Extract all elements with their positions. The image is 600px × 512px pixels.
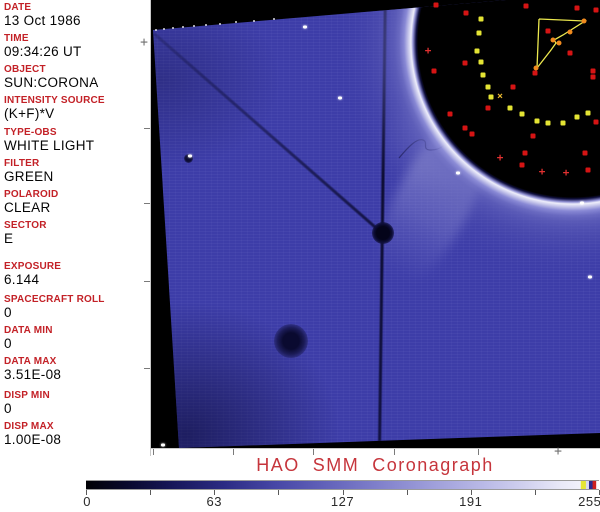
- field-exposure: EXPOSURE 6.144: [4, 261, 61, 287]
- field-value: 1.00E-08: [4, 432, 62, 447]
- axis-tick: [144, 203, 150, 204]
- axis-tick: [144, 281, 150, 282]
- colorbar-tick-label: 0: [83, 494, 92, 509]
- field-value: 6.144: [4, 272, 40, 287]
- occulting-disk: [153, 0, 600, 448]
- field-label: INTENSITY SOURCE: [4, 95, 105, 106]
- field-object: OBJECT SUN:CORONA: [4, 64, 99, 90]
- field-sector: SECTOR E: [4, 220, 47, 246]
- field-label: DATA MAX: [4, 356, 57, 367]
- field-value: 13 Oct 1986: [4, 13, 81, 28]
- colorbar-tick-label: 63: [206, 494, 222, 509]
- field-value: E: [4, 231, 14, 246]
- field-value: 3.51E-08: [4, 367, 62, 382]
- field-date: DATE 13 Oct 1986: [4, 2, 81, 28]
- field-label: DISP MIN: [4, 390, 50, 401]
- field-label: SECTOR: [4, 220, 47, 231]
- colorbar-tick: [534, 490, 536, 495]
- colorbar-tick: [406, 490, 408, 495]
- axis-tick: [313, 449, 314, 455]
- field-value: 09:34:26 UT: [4, 44, 82, 59]
- field-label: OBJECT: [4, 64, 46, 75]
- colorbar-tick: [150, 490, 152, 495]
- colorbar-tick-label: 255: [578, 494, 600, 509]
- field-value: 0: [4, 336, 12, 351]
- field-label: EXPOSURE: [4, 261, 62, 272]
- colorbar-tick: [470, 490, 472, 495]
- metadata-panel: DATE 13 Oct 1986 TIME 09:34:26 UT OBJECT SU…: [0, 0, 150, 456]
- axis-tick: [153, 449, 154, 455]
- axis-tick: [144, 368, 150, 369]
- field-value: 0: [4, 305, 12, 320]
- field-disp-max: DISP MAX 1.00E-08: [4, 421, 61, 447]
- colorbar-tick: [214, 490, 216, 495]
- field-label: DATA MIN: [4, 325, 53, 336]
- field-filter: FILTER GREEN: [4, 158, 54, 184]
- image-title: HAO SMM Coronagraph: [256, 455, 494, 475]
- axis-tick: [144, 128, 150, 129]
- field-time: TIME 09:34:26 UT: [4, 33, 82, 59]
- field-type-obs: TYPE-OBS WHITE LIGHT: [4, 127, 94, 153]
- field-value: CLEAR: [4, 200, 51, 215]
- field-label: TYPE-OBS: [4, 127, 57, 138]
- axis-tick: [233, 449, 234, 455]
- colorbar-gradient: [86, 480, 599, 490]
- field-polaroid: POLAROID CLEAR: [4, 189, 58, 215]
- field-disp-min: DISP MIN 0: [4, 390, 50, 416]
- colorbar-tick-label: 127: [330, 494, 355, 509]
- field-label: TIME: [4, 33, 29, 44]
- field-value: (K+F)*V: [4, 106, 55, 121]
- field-value: WHITE LIGHT: [4, 138, 95, 153]
- axis-tick: [478, 449, 479, 455]
- field-value: SUN:CORONA: [4, 75, 99, 90]
- field-label: DATE: [4, 2, 32, 13]
- field-label: FILTER: [4, 158, 40, 169]
- plot-frame-bottom: [150, 448, 600, 449]
- field-intensity-source: INTENSITY SOURCE (K+F)*V: [4, 95, 105, 121]
- field-label: POLAROID: [4, 189, 59, 200]
- colorbar-tick: [342, 490, 344, 495]
- plot-frame-left: [150, 0, 151, 456]
- field-data-min: DATA MIN 0: [4, 325, 53, 351]
- field-data-max: DATA MAX 3.51E-08: [4, 356, 61, 382]
- colorbar-tick: [86, 490, 87, 495]
- colorbar-tick-label: 191: [459, 494, 483, 509]
- coronagraph-image: [151, 0, 600, 448]
- field-label: DISP MAX: [4, 421, 54, 432]
- colorbar-tick: [278, 490, 280, 495]
- image-frame-quad: [153, 0, 600, 448]
- field-label: SPACECRAFT ROLL: [4, 294, 105, 305]
- field-value: 0: [4, 401, 12, 416]
- axis-tick: [394, 449, 395, 455]
- field-spacecraft-roll: SPACECRAFT ROLL 0: [4, 294, 105, 320]
- field-value: GREEN: [4, 169, 54, 184]
